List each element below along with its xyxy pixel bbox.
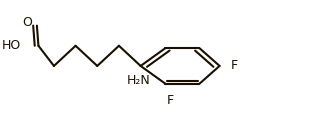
Text: F: F (167, 94, 174, 107)
Text: F: F (230, 59, 237, 72)
Text: O: O (22, 16, 32, 29)
Text: HO: HO (2, 39, 21, 52)
Text: H₂N: H₂N (127, 74, 150, 87)
